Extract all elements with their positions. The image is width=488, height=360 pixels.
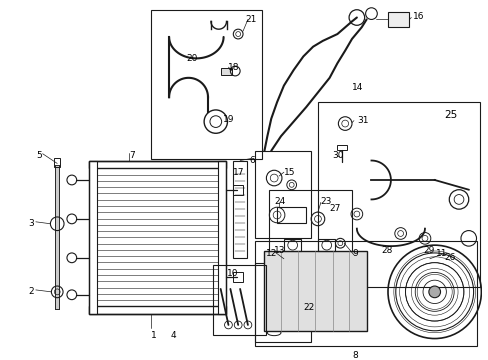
Text: 23: 23 xyxy=(319,198,330,207)
Text: 9: 9 xyxy=(351,249,357,258)
Text: 2: 2 xyxy=(28,287,34,296)
Bar xyxy=(54,158,60,167)
Bar xyxy=(212,265,266,335)
Text: 31: 31 xyxy=(356,116,367,125)
Bar xyxy=(220,68,232,75)
Bar xyxy=(254,263,310,342)
Text: 14: 14 xyxy=(351,83,363,92)
Text: 29: 29 xyxy=(422,246,433,255)
Text: 15: 15 xyxy=(284,168,295,177)
Text: 12: 12 xyxy=(266,249,277,258)
Text: 5: 5 xyxy=(36,151,41,160)
Text: 22: 22 xyxy=(303,302,314,311)
Bar xyxy=(233,185,243,194)
Bar xyxy=(387,12,408,27)
Bar xyxy=(55,165,59,309)
Text: 6: 6 xyxy=(249,156,255,165)
Text: 19: 19 xyxy=(222,115,234,124)
Text: 30: 30 xyxy=(332,151,344,160)
Text: 17: 17 xyxy=(233,168,244,177)
Text: 26: 26 xyxy=(444,253,455,262)
Bar xyxy=(89,161,225,314)
Text: 20: 20 xyxy=(186,54,198,63)
Text: 28: 28 xyxy=(381,246,392,255)
Text: 8: 8 xyxy=(351,351,357,360)
Bar xyxy=(217,161,225,314)
Bar xyxy=(254,241,475,346)
Bar xyxy=(337,145,346,150)
Text: 24: 24 xyxy=(274,198,285,207)
Text: 16: 16 xyxy=(412,12,424,21)
Bar xyxy=(317,102,479,287)
Text: 7: 7 xyxy=(129,151,135,160)
Bar xyxy=(89,161,225,168)
Text: 11: 11 xyxy=(435,249,446,258)
Bar xyxy=(264,251,366,331)
Text: 13: 13 xyxy=(274,246,285,255)
Text: 4: 4 xyxy=(170,331,175,340)
Text: 27: 27 xyxy=(329,204,340,213)
Text: 10: 10 xyxy=(226,270,238,279)
Bar xyxy=(277,207,305,223)
Bar xyxy=(89,306,225,314)
Text: 21: 21 xyxy=(244,15,256,24)
Text: 1: 1 xyxy=(150,331,156,340)
Text: 18: 18 xyxy=(228,63,240,72)
Bar xyxy=(284,239,301,251)
Bar xyxy=(233,273,243,282)
Text: 3: 3 xyxy=(28,219,34,228)
Bar xyxy=(317,239,335,251)
Text: 25: 25 xyxy=(444,110,457,120)
Bar xyxy=(233,161,246,258)
Bar xyxy=(89,161,97,314)
Bar xyxy=(254,151,310,238)
Bar xyxy=(150,10,262,158)
Bar xyxy=(269,190,351,295)
Circle shape xyxy=(428,286,440,298)
